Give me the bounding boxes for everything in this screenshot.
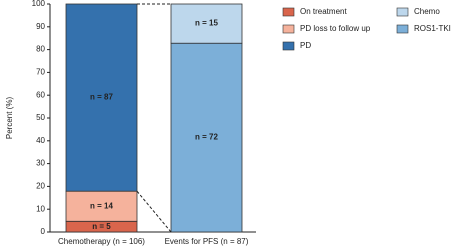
bar-segment (170, 42, 243, 233)
y-tick-label: 10 (36, 204, 45, 213)
bar-segment (170, 3, 243, 44)
x-tick-label: Chemotherapy (n = 106) (58, 237, 145, 246)
segment-label: n = 14 (90, 201, 113, 210)
y-tick-label: 50 (36, 113, 45, 122)
y-tick-label: 40 (36, 136, 45, 145)
legend-label: ROS1-TKI (414, 24, 451, 33)
segment-label: n = 87 (90, 93, 113, 102)
y-tick-label: 80 (36, 45, 45, 54)
legend-swatch (282, 7, 295, 17)
bar-segment (65, 3, 138, 192)
y-tick-label: 20 (36, 182, 45, 191)
legend-swatch (282, 24, 295, 34)
legend-swatch (396, 24, 409, 34)
y-axis-label: Percent (%) (5, 97, 14, 140)
segment-label: n = 15 (195, 19, 218, 28)
segment-label: n = 5 (92, 222, 111, 231)
x-tick-label: Events for PFS (n = 87) (165, 237, 249, 246)
legend-label: On treatment (300, 7, 347, 16)
connector (136, 190, 172, 233)
bar-segment (65, 190, 138, 222)
legend-swatch (282, 41, 295, 51)
y-tick-label: 0 (41, 227, 46, 236)
legend-swatch (396, 7, 409, 17)
y-tick-label: 70 (36, 68, 45, 77)
legend-label: Chemo (414, 7, 440, 16)
legend-label: PD (300, 41, 311, 50)
y-tick-label: 30 (36, 159, 45, 168)
y-tick-label: 90 (36, 22, 45, 31)
y-tick-label: 100 (32, 0, 46, 8)
segment-label: n = 72 (195, 133, 218, 142)
legend-label: PD loss to follow up (300, 24, 371, 33)
y-tick-label: 60 (36, 90, 45, 99)
